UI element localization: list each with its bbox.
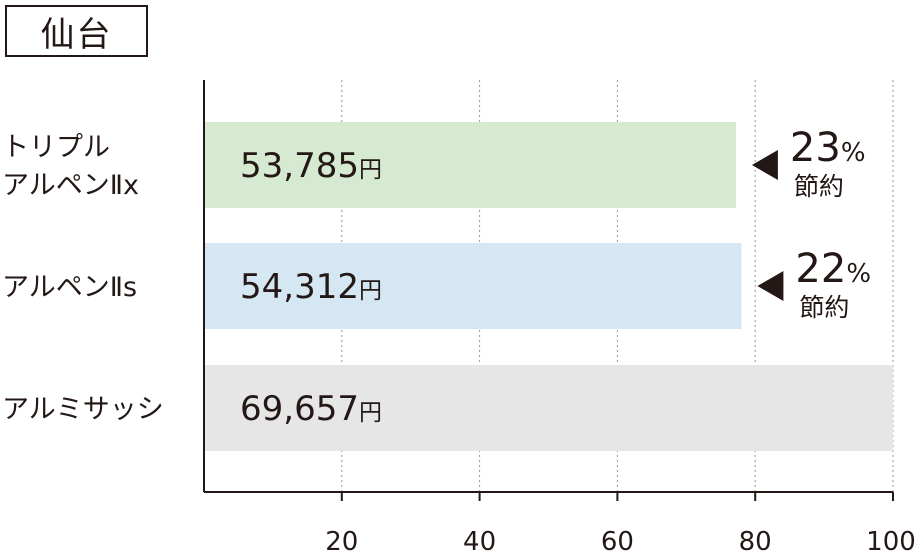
value-label-2: 54,312円 [240,267,382,307]
category-label-2: アルペンⅡs [2,272,137,303]
savings-percent-1: 23% [790,125,866,171]
value-label-3: 69,657円 [240,389,382,429]
category-label-3: アルミサッシ [2,394,164,425]
bar-1 [204,122,736,208]
x-tick-label-20: 20 [325,527,358,556]
percent-sign: % [846,259,871,289]
value-label-1: 53,785円 [240,146,382,186]
category-label-1: アルペンⅡx [2,170,139,201]
savings-arrow-1 [751,150,778,180]
value-unit: 円 [359,278,382,304]
x-tick-label-40: 40 [463,527,496,556]
city-title: 仙台 [40,14,113,55]
savings-arrow-2 [757,271,784,301]
value-unit: 円 [359,400,382,426]
savings-label-1: 節約 [794,172,844,201]
category-label-1: トリプル [2,132,110,163]
bar-2 [204,243,742,329]
x-tick-label-100: 100 [866,527,916,556]
x-tick-label-80: 80 [739,527,772,556]
bar-3 [204,365,893,451]
city-title-box: 仙台 [5,5,148,57]
savings-percent-2: 22% [795,246,871,292]
percent-sign: % [841,138,866,168]
value-unit: 円 [359,157,382,183]
x-tick-label-60: 60 [601,527,634,556]
savings-label-2: 節約 [799,293,849,322]
